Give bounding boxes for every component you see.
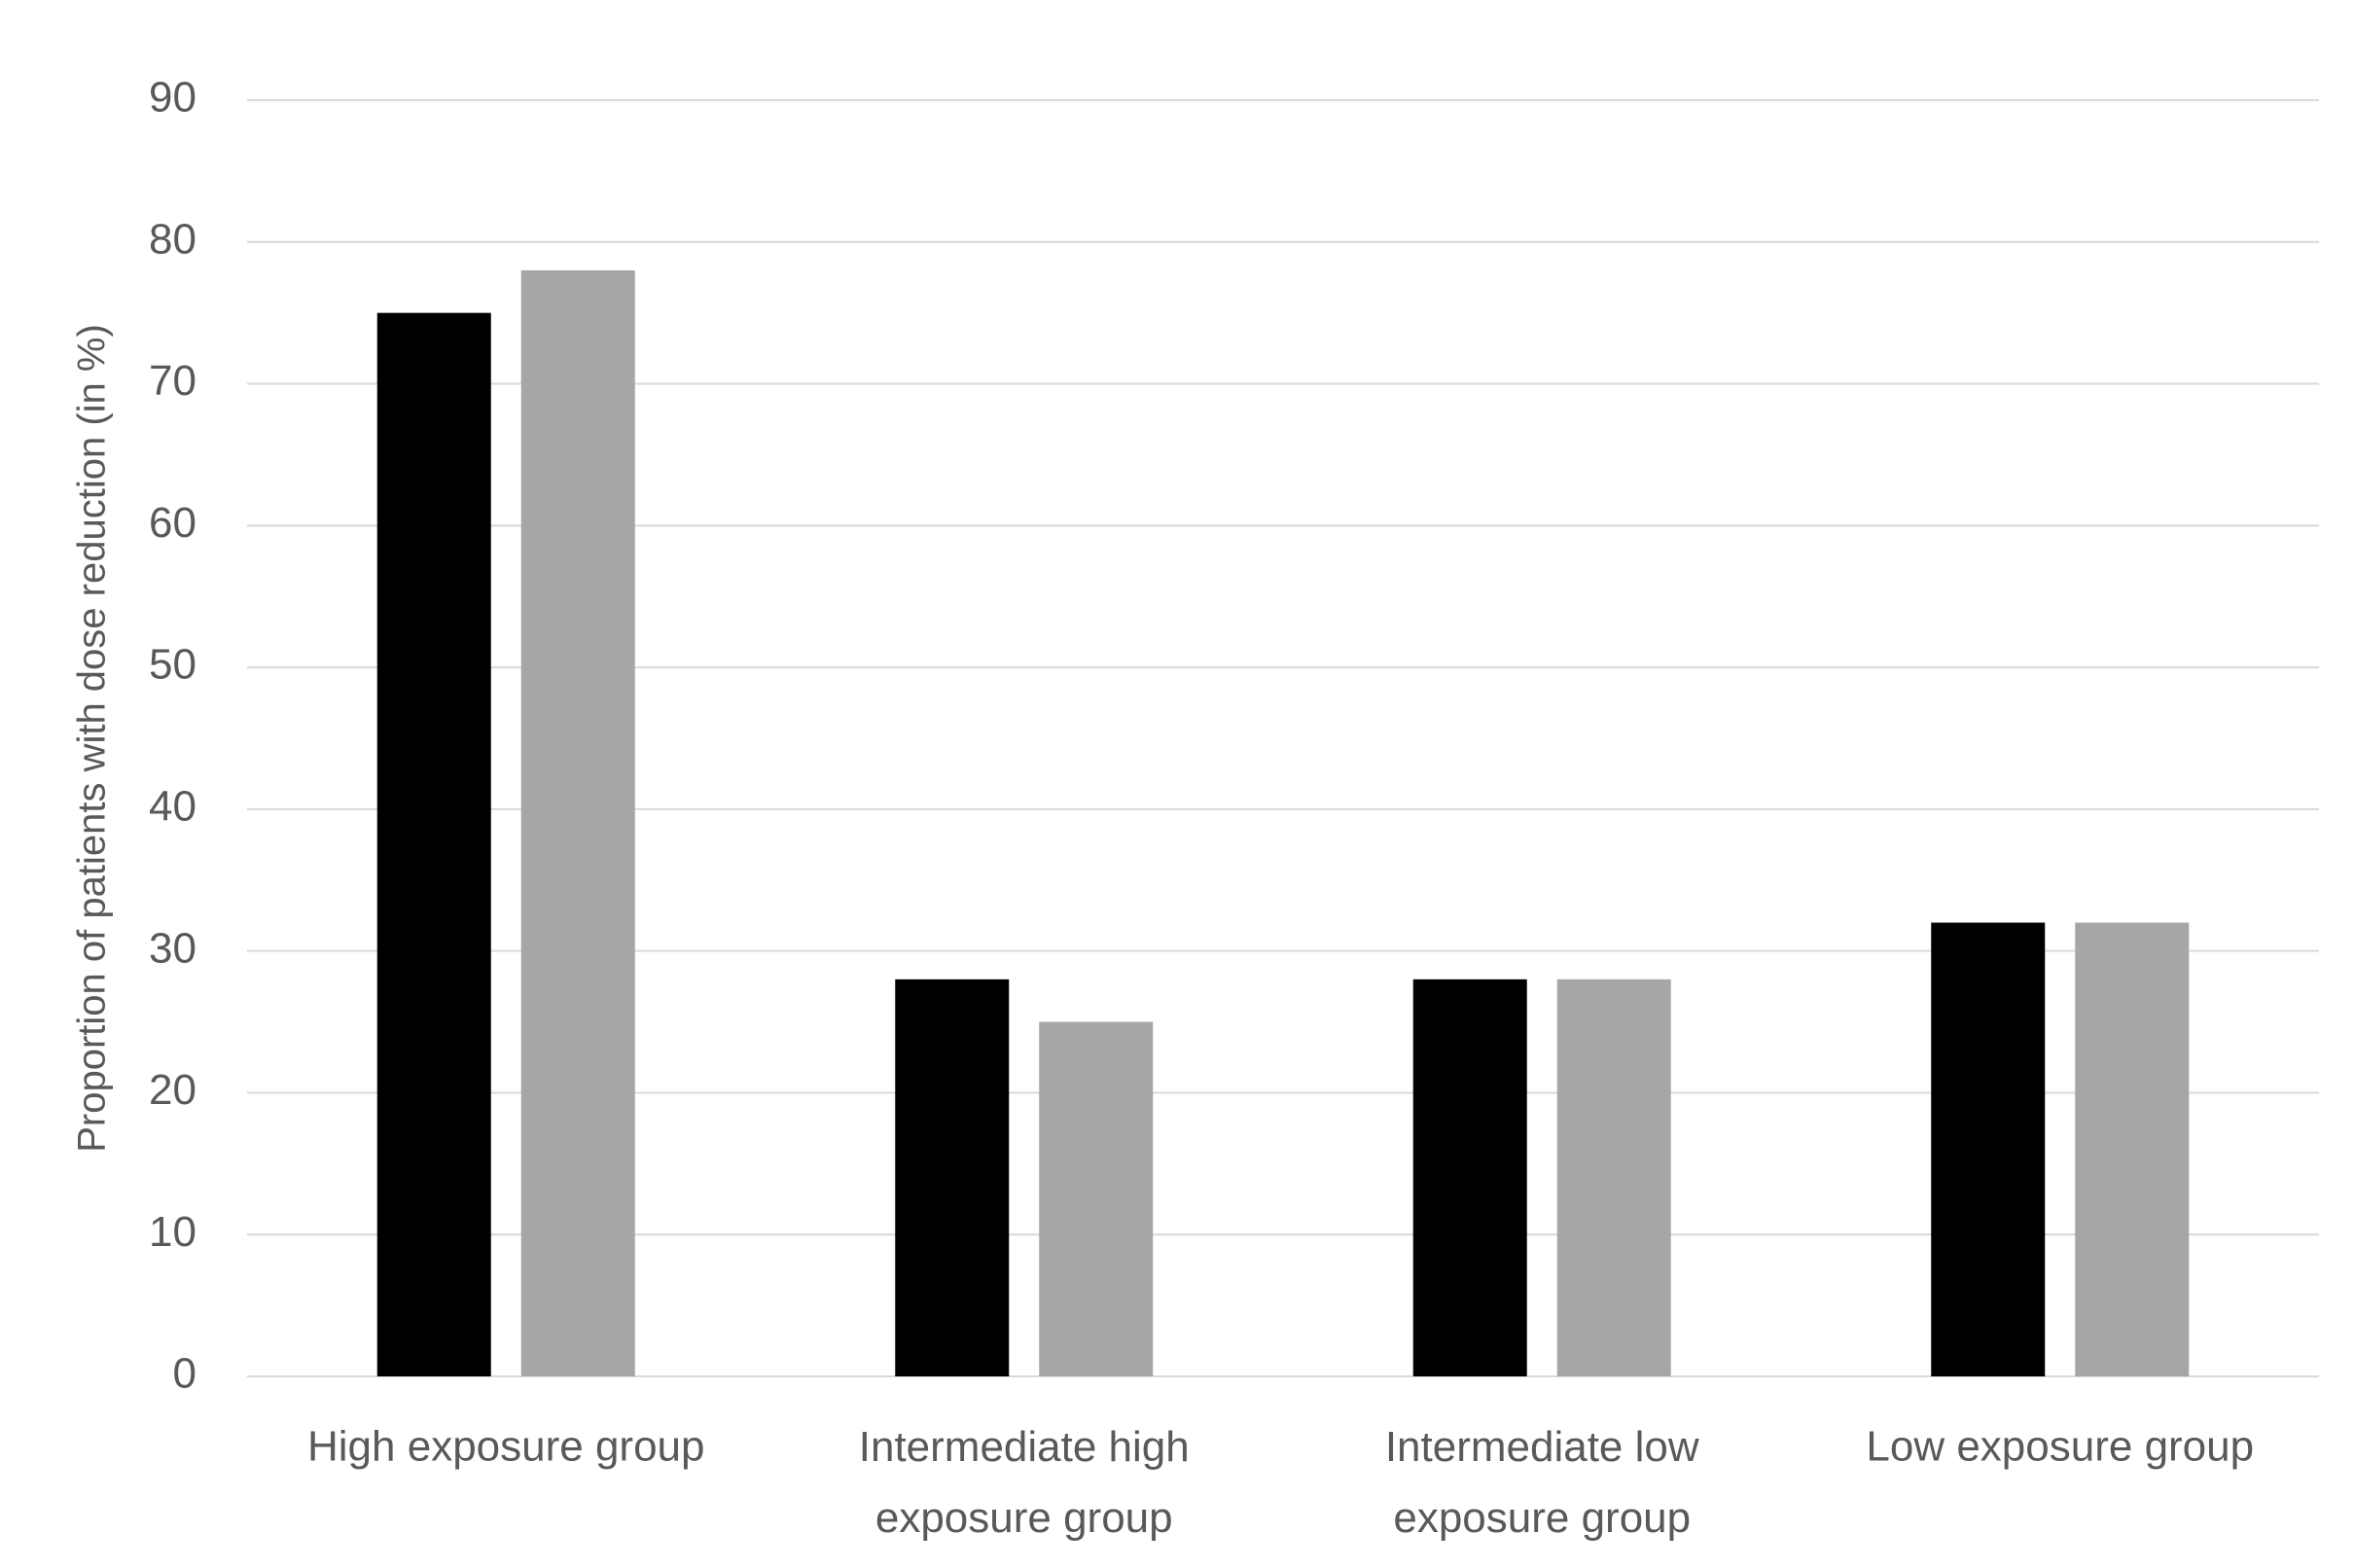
bar xyxy=(520,269,635,1376)
y-axis-title: Proportion of patients with dose reducti… xyxy=(71,324,114,1153)
bar xyxy=(1412,979,1527,1376)
bar xyxy=(376,312,491,1377)
x-tick-label: Intermediate low exposure group xyxy=(1385,1423,1699,1542)
y-tick-label: 30 xyxy=(149,924,196,972)
y-tick-label: 40 xyxy=(149,783,196,831)
bar xyxy=(895,979,1010,1376)
y-tick-label: 20 xyxy=(149,1066,196,1114)
y-tick-label: 60 xyxy=(149,499,196,547)
y-tick-label: 70 xyxy=(149,357,196,405)
bar xyxy=(1931,922,2046,1376)
y-tick-label: 0 xyxy=(173,1350,196,1398)
bar xyxy=(2075,922,2190,1376)
y-tick-label: 80 xyxy=(149,215,196,263)
y-tick-label: 90 xyxy=(149,74,196,122)
x-tick-label: Low exposure group xyxy=(1866,1423,2254,1471)
bar xyxy=(1039,1021,1154,1376)
y-tick-label: 50 xyxy=(149,641,196,689)
y-tick-label: 10 xyxy=(149,1208,196,1256)
x-tick-label: Intermediate high exposure group xyxy=(859,1423,1190,1542)
bar xyxy=(1556,979,1671,1376)
x-tick-label: High exposure group xyxy=(307,1423,704,1471)
